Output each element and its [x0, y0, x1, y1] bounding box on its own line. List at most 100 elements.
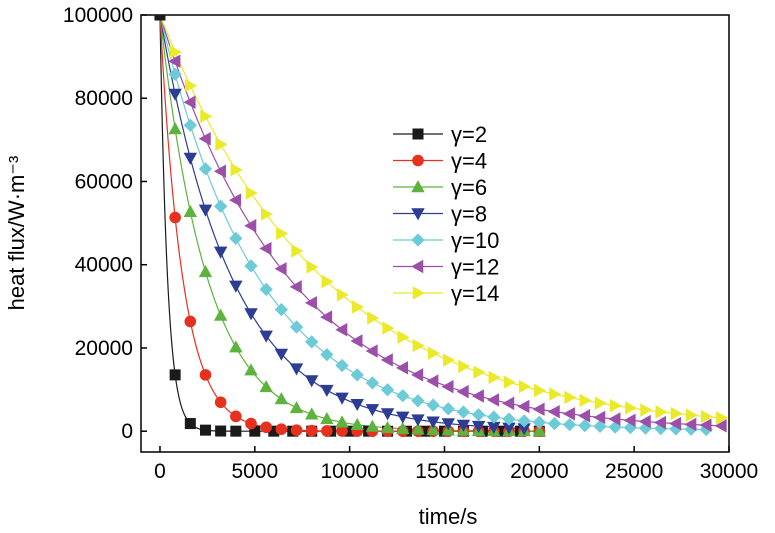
data-point-gamma-14 [503, 375, 516, 389]
data-point-gamma-4 [184, 315, 197, 328]
data-point-gamma-10 [335, 358, 349, 373]
data-point-gamma-4 [321, 425, 333, 437]
x-tick-label: 25000 [605, 460, 663, 483]
data-point-gamma-8 [320, 384, 334, 397]
data-point-gamma-12 [578, 409, 591, 423]
data-point-gamma-10 [198, 162, 213, 176]
data-point-gamma-6 [320, 412, 334, 425]
data-point-gamma-12 [684, 417, 697, 432]
x-axis-title: time/s [419, 504, 478, 529]
data-point-gamma-12 [532, 402, 545, 416]
y-tick-label: 0 [121, 420, 133, 443]
data-point-gamma-8 [411, 414, 425, 427]
data-point-gamma-12 [274, 262, 287, 276]
data-point-gamma-14 [412, 338, 425, 353]
data-point-gamma-14 [245, 186, 258, 200]
data-point-gamma-6 [335, 415, 349, 428]
data-point-gamma-8 [426, 416, 440, 429]
data-point-gamma-10 [396, 389, 410, 403]
data-point-gamma-6 [365, 419, 380, 432]
legend-label: γ=8 [451, 202, 487, 227]
data-point-gamma-12 [244, 219, 257, 233]
data-point-gamma-8 [244, 308, 258, 321]
data-point-gamma-12 [183, 95, 196, 109]
data-point-gamma-14 [336, 288, 349, 302]
data-point-gamma-8 [380, 408, 395, 421]
data-point-gamma-12 [304, 296, 317, 310]
data-point-gamma-14 [564, 390, 577, 405]
legend-label: γ=10 [451, 228, 499, 253]
legend-marker [411, 208, 425, 221]
x-tick-label: 5000 [231, 460, 278, 483]
data-point-gamma-4 [214, 396, 227, 409]
data-point-gamma-10 [593, 419, 607, 434]
legend-marker [412, 128, 424, 140]
data-point-gamma-12 [669, 416, 682, 431]
data-point-gamma-14 [397, 330, 410, 344]
data-point-gamma-10 [411, 394, 425, 408]
data-point-gamma-12 [168, 54, 181, 68]
data-point-gamma-8 [168, 88, 182, 101]
data-point-gamma-14 [716, 411, 729, 425]
data-point-gamma-10 [563, 418, 577, 432]
data-point-gamma-14 [427, 346, 440, 360]
data-point-gamma-10 [502, 412, 516, 426]
data-point-gamma-6 [198, 265, 213, 278]
data-point-gamma-10 [456, 405, 471, 419]
data-point-gamma-10 [380, 383, 395, 397]
data-point-gamma-12 [365, 344, 378, 358]
data-point-gamma-10 [472, 408, 486, 422]
data-point-gamma-10 [441, 402, 455, 416]
legend-marker [411, 180, 425, 193]
data-point-gamma-14 [200, 109, 213, 124]
data-point-gamma-10 [305, 335, 319, 349]
y-tick-label: 80000 [75, 87, 133, 110]
x-tick-label: 0 [154, 460, 166, 483]
data-point-gamma-10 [168, 67, 182, 81]
data-point-gamma-6 [350, 417, 364, 430]
data-point-gamma-2 [154, 15, 166, 21]
data-point-gamma-14 [351, 300, 365, 314]
data-point-gamma-8 [229, 280, 243, 293]
data-point-gamma-12 [638, 414, 651, 429]
data-point-gamma-8 [365, 404, 380, 417]
series-line-gamma-12 [159, 15, 722, 427]
data-point-gamma-14 [291, 244, 304, 258]
y-tick-label: 20000 [75, 337, 133, 360]
x-tick-label: 15000 [415, 460, 473, 483]
data-point-gamma-6 [396, 421, 410, 434]
series-line-gamma-10 [159, 15, 707, 431]
data-point-gamma-8 [396, 411, 410, 424]
data-point-gamma-10 [517, 414, 531, 428]
data-point-gamma-8 [335, 392, 349, 405]
data-point-gamma-10 [214, 199, 228, 213]
legend-marker [412, 286, 425, 300]
data-point-gamma-2 [169, 369, 181, 381]
data-point-gamma-10 [320, 347, 334, 362]
data-point-gamma-12 [350, 334, 363, 348]
legend: γ=2γ=4γ=6γ=8γ=10γ=12γ=14 [393, 122, 499, 306]
data-point-gamma-12 [593, 410, 606, 425]
data-point-gamma-6 [289, 401, 304, 414]
data-point-gamma-12 [320, 310, 333, 324]
data-point-gamma-6 [532, 424, 547, 437]
legend-label: γ=2 [451, 122, 487, 147]
data-point-gamma-6 [380, 420, 395, 434]
data-point-gamma-10 [426, 398, 440, 412]
data-point-gamma-8 [259, 330, 273, 343]
data-point-gamma-4 [199, 369, 212, 381]
data-point-gamma-14 [670, 406, 683, 421]
data-point-gamma-14 [367, 311, 380, 325]
data-point-gamma-10 [289, 320, 304, 334]
plot-frame [140, 14, 730, 453]
series-markers [154, 15, 729, 437]
data-point-gamma-12 [653, 415, 666, 430]
data-point-gamma-6 [213, 308, 228, 321]
data-point-gamma-10 [259, 282, 273, 297]
data-point-gamma-12 [213, 164, 226, 178]
data-point-gamma-12 [335, 323, 348, 337]
legend-marker [411, 233, 425, 247]
data-point-gamma-10 [365, 376, 380, 390]
data-point-gamma-8 [456, 419, 471, 432]
data-point-gamma-10 [274, 303, 288, 317]
